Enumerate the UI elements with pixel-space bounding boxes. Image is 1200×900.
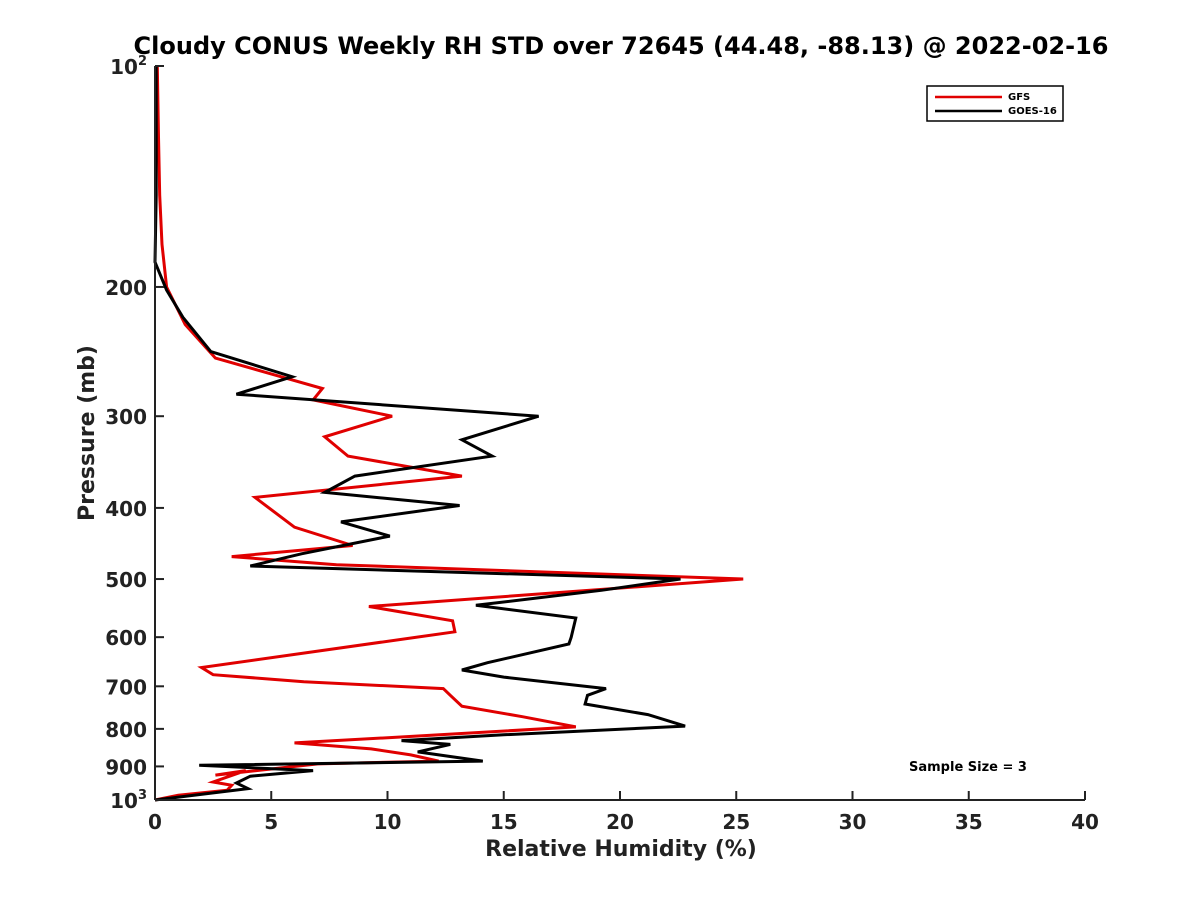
- y-tick-base: 10: [110, 789, 138, 813]
- y-tick-label: 102: [110, 54, 147, 79]
- y-tick-label: 700: [105, 675, 147, 699]
- y-axis-label: Pressure (mb): [75, 345, 100, 521]
- y-tick-exponent: 2: [138, 54, 147, 69]
- y-tick-label: 500: [105, 568, 147, 592]
- y-tick-label: 900: [105, 755, 147, 779]
- sample-size-annotation: Sample Size = 3: [909, 760, 1027, 775]
- x-axis-label: Relative Humidity (%): [485, 837, 757, 862]
- series-line-goes16: [153, 66, 686, 802]
- x-tick-label: 35: [955, 810, 983, 834]
- series-layer: [153, 65, 744, 802]
- legend-box: [926, 85, 1064, 122]
- y-tick-base: 10: [110, 55, 138, 79]
- x-tick-label: 0: [148, 810, 162, 834]
- y-tick-label: 300: [105, 405, 147, 429]
- x-tick-label: 10: [374, 810, 402, 834]
- x-tick-label: 15: [490, 810, 518, 834]
- x-tick-label: 25: [722, 810, 750, 834]
- y-tick-label: 200: [105, 276, 147, 300]
- x-tick-label: 20: [606, 810, 634, 834]
- x-tick-label: 5: [264, 810, 278, 834]
- y-tick-label: 400: [105, 497, 147, 521]
- legend: GFS GOES-16: [926, 85, 1064, 122]
- y-tick-label: 800: [105, 718, 147, 742]
- chart-title: Cloudy CONUS Weekly RH STD over 72645 (4…: [134, 32, 1109, 60]
- x-tick-label: 30: [839, 810, 867, 834]
- y-tick-label: 600: [105, 626, 147, 650]
- legend-label-gfs: GFS: [1008, 92, 1030, 103]
- legend-label-goes16: GOES-16: [1008, 106, 1057, 117]
- y-tick-exponent: 3: [138, 788, 147, 803]
- x-ticks: 0 5 10 15 20 25 30 35 40: [148, 791, 1099, 834]
- y-tick-label: 103: [110, 788, 147, 813]
- x-tick-label: 40: [1071, 810, 1099, 834]
